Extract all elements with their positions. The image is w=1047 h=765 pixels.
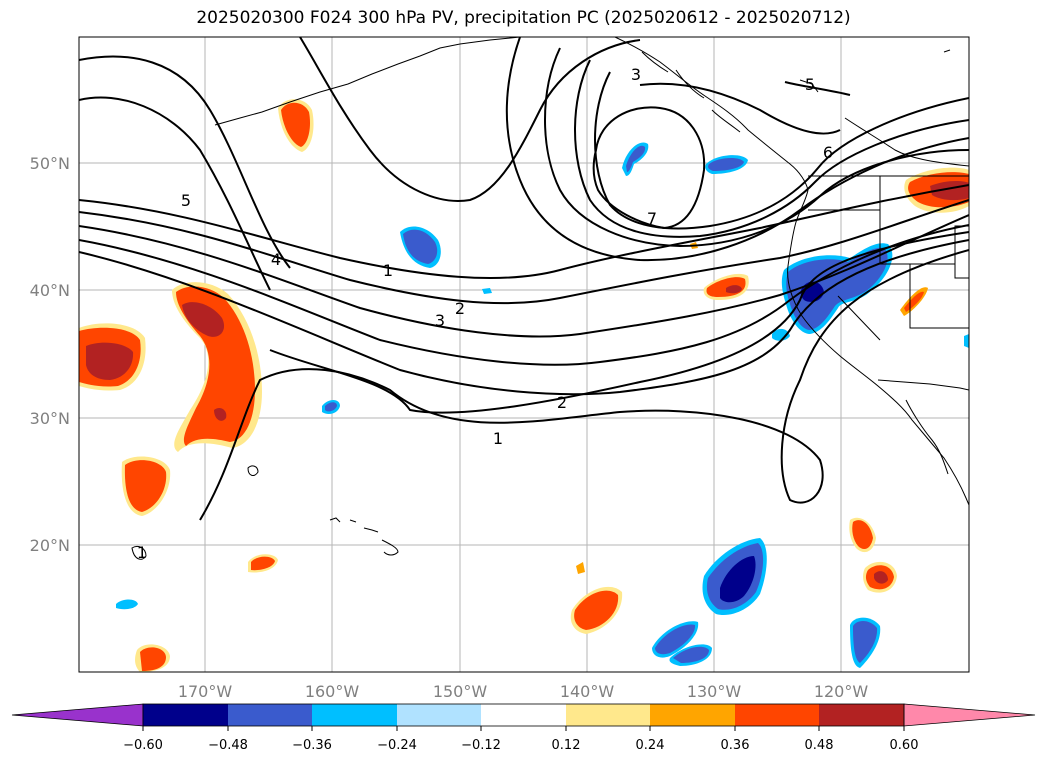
pv-contour-7	[592, 106, 706, 230]
contour-label: 2	[455, 299, 465, 318]
colorbar-bin	[143, 704, 228, 726]
lon-label: 120°W	[814, 682, 869, 701]
pv-contour-5-lower	[79, 239, 969, 396]
contour-label: 2	[557, 393, 567, 412]
lat-label: 20°N	[30, 536, 70, 555]
contour-label: 5	[805, 75, 815, 94]
contour-label: 1	[137, 543, 147, 562]
colorbar-bin	[397, 704, 481, 726]
contour-label: 3	[435, 311, 445, 330]
colorbar-bin	[819, 704, 904, 726]
pv-contour-trough-2	[544, 47, 969, 248]
contour-label: 1	[493, 429, 503, 448]
colorbar-extend-high	[903, 703, 1036, 727]
pv-contour-1-north	[79, 184, 969, 279]
lat-label: 30°N	[30, 409, 70, 428]
pv-contour-north-wave	[299, 37, 641, 202]
colorbar-bin	[735, 704, 819, 726]
pv-contour-3	[79, 214, 969, 338]
lon-label: 150°W	[433, 682, 488, 701]
coast-west-us	[787, 189, 969, 506]
colorbar-bin	[312, 704, 397, 726]
pv-contour-2-north	[79, 199, 969, 305]
map-title: 2025020300 F024 300 hPa PV, precipitatio…	[196, 8, 851, 28]
coast-alaska	[214, 37, 521, 126]
pv-contour-trough-3	[574, 59, 969, 238]
pv-contour-trough-1	[505, 37, 969, 262]
lon-label: 160°W	[305, 682, 360, 701]
map-panel: 5 4 1 2 3 2 1 5 6 3 7 1	[79, 37, 969, 672]
colorbar-bin	[481, 704, 566, 726]
pv-contour-5-ridge	[79, 96, 271, 291]
colorbar-tick-label: −0.24	[377, 738, 417, 753]
pv-contour-5-ne	[784, 81, 851, 96]
colorbar-tick-label: −0.12	[461, 738, 501, 753]
island-small-2	[131, 545, 147, 560]
pv-contour-1-south	[199, 249, 969, 521]
precip-positive-areas	[79, 99, 969, 672]
lon-label: 130°W	[687, 682, 742, 701]
pv-contour-6	[639, 82, 841, 135]
coastlines	[131, 37, 969, 560]
contour-labels: 5 4 1 2 3 2 1 5 6 3 7 1	[137, 65, 833, 562]
lat-label: 40°N	[30, 281, 70, 300]
colorbar-tick-label: −0.60	[123, 738, 163, 753]
colorbar-bin	[566, 704, 650, 726]
lon-label: 170°W	[178, 682, 233, 701]
colorbar-tick-label: 0.60	[890, 738, 919, 753]
lon-label: 140°W	[560, 682, 615, 701]
colorbar: −0.60 −0.48 −0.36 −0.24 −0.12 0.12 0.24 …	[11, 703, 1036, 753]
pv-contour-4-ridge	[79, 55, 291, 269]
longitude-labels: 170°W 160°W 150°W 140°W 130°W 120°W	[178, 682, 869, 701]
latitude-labels: 50°N 40°N 30°N 20°N	[30, 154, 70, 555]
coast-baja	[905, 399, 949, 475]
pv-contour-4	[79, 224, 969, 366]
colorbar-tick-label: 0.48	[805, 738, 834, 753]
colorbar-tick-label: 0.12	[552, 738, 581, 753]
pv-contours	[79, 37, 969, 521]
coast-canada	[844, 117, 969, 167]
map-frame	[78, 36, 970, 673]
lat-label: 50°N	[30, 154, 70, 173]
contour-label: 3	[631, 65, 641, 84]
contour-label: 1	[383, 261, 393, 280]
contour-label: 5	[181, 191, 191, 210]
border-states	[808, 176, 969, 341]
island-small-1	[247, 465, 259, 476]
colorbar-tick-label: −0.48	[208, 738, 248, 753]
colorbar-tick-label: 0.36	[721, 738, 750, 753]
contour-label: 7	[647, 209, 657, 228]
border-us-mexico	[877, 379, 969, 391]
pv-contour-trough-4	[594, 71, 969, 230]
contour-label: 4	[271, 250, 281, 269]
colorbar-bin	[650, 704, 735, 726]
colorbar-bin	[228, 704, 312, 726]
colorbar-extend-low	[11, 703, 144, 727]
colorbar-tick-label: 0.24	[636, 738, 665, 753]
colorbar-tick-label: −0.36	[292, 738, 332, 753]
pv-contour-2-south	[269, 231, 969, 414]
precip-negative-areas	[116, 142, 969, 668]
island-hawaii	[329, 517, 399, 556]
contour-label: 6	[823, 143, 833, 162]
